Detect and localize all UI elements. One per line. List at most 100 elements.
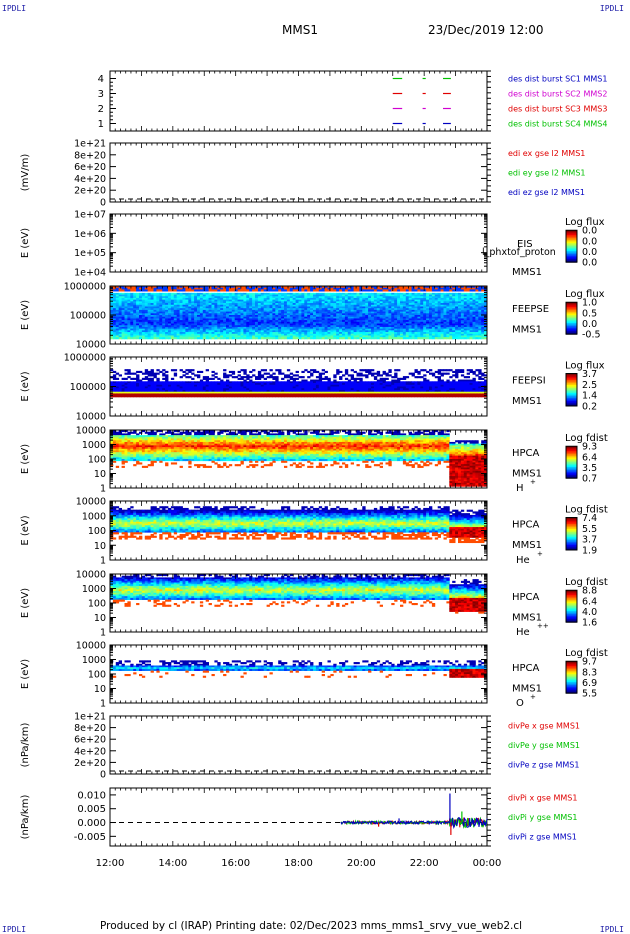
heatmap-cell: [373, 332, 378, 335]
heatmap-cell: [168, 287, 172, 290]
heatmap-cell: [266, 306, 270, 309]
heatmap-cell: [339, 318, 343, 321]
heatmap-cell: [307, 337, 311, 340]
heatmap-cell: [365, 330, 369, 333]
heatmap-cell: [266, 316, 270, 319]
heatmap-cell: [208, 294, 212, 297]
heatmap-cell: [313, 332, 317, 335]
heatmap-cell: [147, 328, 151, 331]
heatmap-cell: [176, 309, 180, 312]
heatmap-cell: [118, 320, 122, 323]
heatmap-cell: [414, 289, 418, 292]
heatmap-cell: [304, 299, 308, 302]
heatmap-cell: [118, 304, 122, 307]
heatmap-cell: [150, 303, 154, 306]
heatmap-cell: [136, 287, 140, 290]
heatmap-cell: [205, 306, 209, 309]
heatmap-cell: [110, 308, 114, 311]
heatmap-cell: [194, 330, 198, 333]
heatmap-cell: [385, 303, 389, 306]
heatmap-cell: [255, 294, 259, 297]
heatmap-cell: [379, 328, 383, 331]
heatmap-cell: [240, 296, 244, 299]
heatmap-cell: [385, 318, 389, 321]
heatmap-cell: [197, 330, 201, 333]
heatmap-cell: [310, 318, 314, 321]
heatmap-cell: [278, 337, 282, 340]
heatmap-cell: [379, 335, 383, 338]
heatmap-cell: [301, 330, 305, 333]
heatmap-cell: [162, 315, 166, 318]
heatmap-cell: [347, 315, 352, 318]
heatmap-cell: [371, 301, 375, 304]
heatmap-cell: [257, 299, 262, 302]
heatmap-cell: [115, 332, 120, 335]
heatmap-cell: [397, 315, 401, 318]
heatmap-cell: [310, 301, 314, 304]
heatmap-cell: [298, 323, 302, 326]
heatmap-cell: [133, 326, 137, 330]
heatmap-cell: [162, 321, 166, 324]
heatmap-cell: [440, 337, 444, 340]
heatmap-cell: [257, 323, 262, 326]
heatmap-cell: [359, 323, 363, 326]
heatmap-cell: [336, 309, 340, 312]
heatmap-cell: [307, 313, 311, 316]
heatmap-cell: [330, 306, 334, 309]
heatmap-cell: [191, 337, 195, 340]
heatmap-cell: [371, 296, 375, 299]
heatmap-cell: [115, 297, 120, 301]
heatmap-cell: [371, 297, 375, 301]
heatmap-cell: [217, 313, 221, 316]
heatmap-cell: [284, 337, 288, 340]
heatmap-cell: [217, 301, 221, 304]
heatmap-cell: [286, 326, 291, 330]
heatmap-cell: [176, 332, 180, 335]
heatmap-cell: [278, 294, 282, 297]
heatmap-cell: [266, 311, 270, 314]
heatmap-cell: [266, 335, 270, 338]
heatmap-cell: [315, 303, 320, 306]
heatmap-cell: [133, 286, 137, 289]
heatmap-cell: [330, 330, 334, 333]
heatmap-cell: [220, 320, 224, 323]
heatmap-cell: [365, 313, 369, 316]
heatmap-cell: [365, 333, 369, 336]
heatmap-cell: [315, 287, 320, 290]
heatmap-cell: [353, 320, 357, 323]
heatmap-cell: [197, 309, 201, 312]
heatmap-cell: [397, 328, 401, 331]
heatmap-cell: [275, 328, 279, 331]
heatmap-cell: [136, 320, 140, 323]
heatmap-cell: [376, 318, 381, 321]
heatmap-cell: [240, 318, 244, 321]
heatmap-cell: [124, 372, 128, 375]
heatmap-cell: [185, 308, 189, 311]
heatmap-cell: [388, 306, 392, 309]
heatmap-cell: [440, 289, 444, 292]
heatmap-cell: [327, 297, 331, 301]
heatmap-cell: [400, 326, 404, 330]
heatmap-cell: [141, 287, 146, 290]
heatmap-cell: [356, 318, 360, 321]
heatmap-cell: [344, 325, 349, 328]
heatmap-cell: [153, 289, 157, 292]
heatmap-cell: [385, 325, 389, 328]
heatmap-cell: [217, 294, 221, 297]
heatmap-cell: [397, 311, 401, 314]
heatmap-cell: [234, 311, 238, 314]
heatmap-cell: [141, 301, 146, 304]
heatmap-cell: [260, 308, 265, 311]
heatmap-cell: [391, 294, 395, 297]
heatmap-cell: [194, 318, 198, 321]
heatmap-cell: [371, 332, 375, 335]
heatmap-cell: [246, 304, 250, 307]
heatmap-cell: [153, 333, 157, 336]
heatmap-cell: [228, 294, 233, 297]
heatmap-cell: [315, 335, 320, 338]
heatmap-cell: [347, 335, 352, 338]
heatmap-cell: [295, 301, 299, 304]
heatmap-cell: [397, 309, 401, 312]
heatmap-cell: [353, 325, 357, 328]
heatmap-cell: [112, 296, 117, 299]
